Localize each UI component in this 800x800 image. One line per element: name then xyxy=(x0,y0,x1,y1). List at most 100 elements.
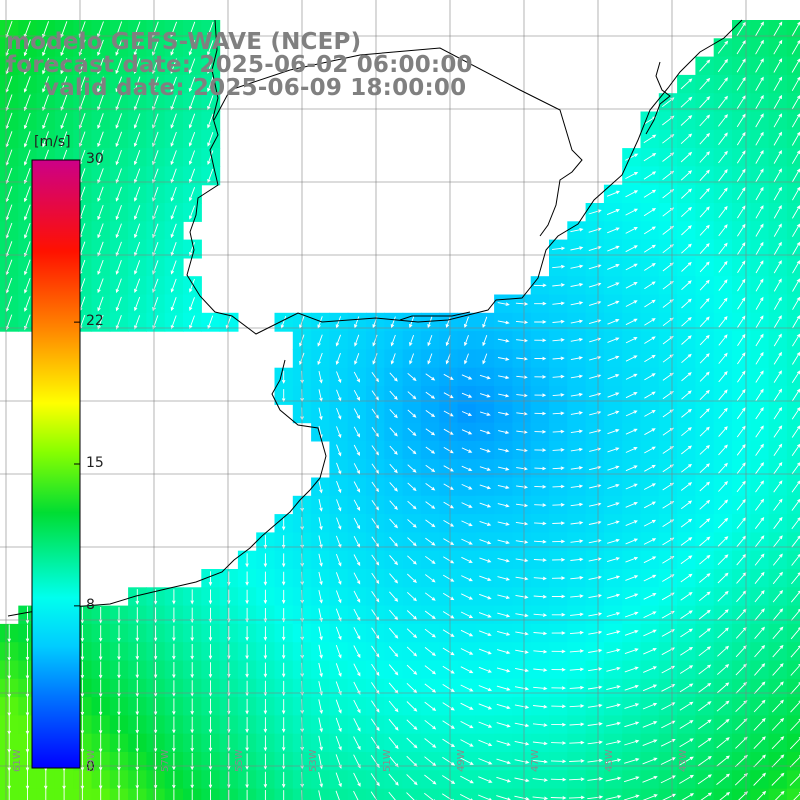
wind-arrow xyxy=(390,353,396,365)
wind-arrow xyxy=(97,259,104,275)
wind-arrow xyxy=(570,466,584,470)
wind-arrow xyxy=(479,393,491,398)
wind-arrow xyxy=(445,316,451,329)
wind-arrow xyxy=(424,719,437,730)
wind-arrow xyxy=(281,589,286,605)
wind-arrow xyxy=(281,608,286,623)
wind-arrow xyxy=(60,76,68,93)
wind-arrow xyxy=(442,574,455,582)
wind-arrow xyxy=(643,593,657,600)
wind-arrow xyxy=(607,300,620,307)
wind-arrow xyxy=(60,131,68,148)
wind-arrow xyxy=(7,642,11,662)
speed-cell xyxy=(786,367,800,387)
wind-arrow xyxy=(335,644,342,659)
wind-arrow xyxy=(773,205,782,219)
wind-arrow xyxy=(625,465,638,472)
wind-arrow xyxy=(716,737,730,749)
wind-arrow xyxy=(461,575,473,582)
wind-arrow xyxy=(681,463,693,473)
wind-arrow xyxy=(318,590,323,604)
wind-arrow xyxy=(718,224,728,237)
wind-arrow xyxy=(42,76,50,93)
wind-arrow xyxy=(699,224,710,236)
wind-arrow xyxy=(699,132,711,145)
wind-arrow xyxy=(718,315,728,328)
wind-arrow xyxy=(389,609,399,621)
wind-arrow xyxy=(97,204,104,221)
wind-arrow xyxy=(443,501,454,509)
wind-arrow xyxy=(7,660,11,680)
wind-arrow xyxy=(135,625,140,642)
wind-arrow xyxy=(353,426,360,438)
wind-arrow xyxy=(443,538,455,546)
wind-arrow xyxy=(479,447,491,453)
wind-arrow xyxy=(570,502,584,507)
wind-arrow xyxy=(388,718,399,731)
wind-arrow xyxy=(389,372,398,382)
wind-arrow xyxy=(699,59,711,72)
wind-arrow xyxy=(755,296,764,310)
wind-arrow xyxy=(606,575,621,581)
wind-arrow xyxy=(170,131,177,147)
wind-arrow xyxy=(188,113,196,129)
wind-arrow xyxy=(737,278,746,292)
wind-arrow xyxy=(625,337,638,344)
wind-arrow xyxy=(498,393,510,398)
longitude-label: 59W xyxy=(86,749,97,772)
wind-arrow xyxy=(588,612,603,617)
wind-arrow xyxy=(755,241,764,256)
wind-arrow xyxy=(353,772,361,787)
wind-arrow xyxy=(756,790,767,800)
wind-arrow xyxy=(753,699,766,713)
wind-arrow xyxy=(625,355,638,362)
wind-arrow xyxy=(570,392,584,397)
wind-arrow xyxy=(625,300,638,307)
wind-arrow xyxy=(136,788,138,800)
wind-arrow xyxy=(718,150,728,164)
wind-arrow xyxy=(716,700,730,712)
wind-arrow xyxy=(607,337,620,343)
speed-cell xyxy=(786,148,800,167)
wind-arrow xyxy=(496,740,511,746)
speed-cell xyxy=(786,569,800,588)
wind-arrow xyxy=(478,758,493,765)
wind-arrow xyxy=(353,590,361,603)
wind-arrow xyxy=(497,466,510,471)
speed-cell xyxy=(786,733,800,753)
wind-arrow xyxy=(773,498,783,511)
wind-arrow xyxy=(115,113,123,129)
wind-arrow xyxy=(607,282,620,289)
wind-arrow xyxy=(736,388,746,401)
wind-arrow xyxy=(570,612,584,617)
wind-arrow xyxy=(98,715,103,735)
wind-arrow xyxy=(389,463,398,474)
wind-arrow xyxy=(755,388,764,402)
wind-arrow xyxy=(407,372,417,382)
wind-arrow xyxy=(643,483,657,490)
wind-arrow xyxy=(461,392,473,398)
wind-arrow xyxy=(425,574,436,583)
wind-arrow xyxy=(569,759,585,763)
longitude-label: 55W xyxy=(234,749,245,772)
wind-arrow xyxy=(155,789,157,800)
wind-arrow xyxy=(371,408,379,419)
wind-arrow xyxy=(442,684,455,693)
wind-arrow xyxy=(8,788,10,800)
wind-arrow xyxy=(498,375,510,380)
longitude-label: 61W xyxy=(12,749,23,772)
wind-arrow xyxy=(461,538,473,545)
wind-arrow xyxy=(753,717,766,731)
wind-arrow xyxy=(697,774,712,785)
wind-arrow xyxy=(718,407,728,419)
wind-arrow xyxy=(353,371,360,383)
wind-arrow xyxy=(371,536,380,548)
wind-arrow xyxy=(625,556,639,563)
wind-arrow xyxy=(496,667,511,673)
speed-cell xyxy=(786,239,800,259)
wind-arrow xyxy=(7,624,11,643)
speed-cell xyxy=(768,788,788,800)
wind-arrow xyxy=(624,630,639,636)
wind-arrow xyxy=(245,735,249,752)
wind-arrow xyxy=(353,408,360,420)
